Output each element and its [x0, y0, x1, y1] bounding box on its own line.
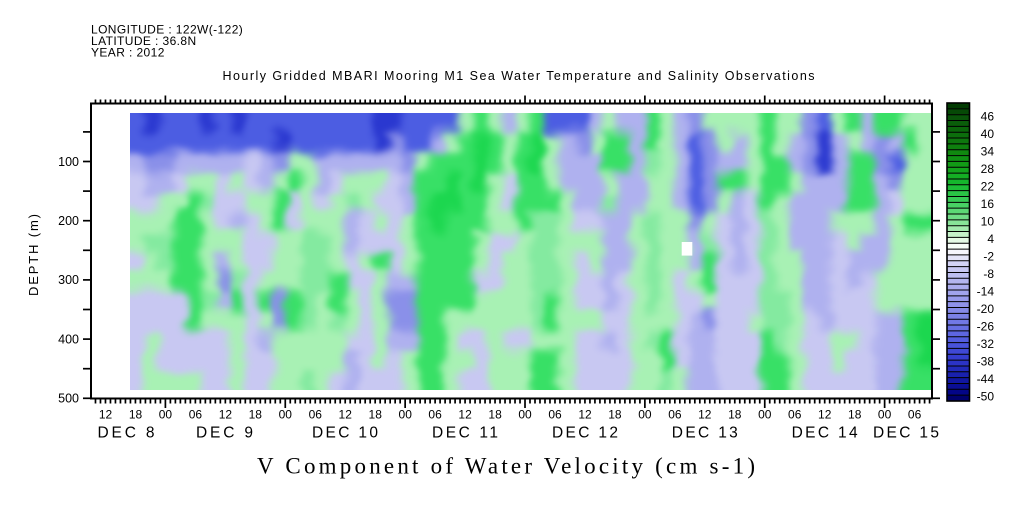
svg-text:4: 4: [987, 232, 994, 246]
svg-text:-44: -44: [977, 372, 995, 386]
svg-text:22: 22: [981, 180, 995, 194]
svg-text:00: 00: [758, 408, 772, 422]
svg-text:18: 18: [848, 408, 862, 422]
svg-text:18: 18: [249, 408, 263, 422]
svg-text:00: 00: [159, 408, 173, 422]
svg-text:16: 16: [981, 197, 995, 211]
svg-text:18: 18: [369, 408, 383, 422]
svg-text:00: 00: [638, 408, 652, 422]
svg-text:-20: -20: [977, 302, 995, 316]
svg-text:LATITUDE : 36.8N: LATITUDE : 36.8N: [91, 34, 197, 48]
svg-text:Hourly Gridded MBARI Mooring M: Hourly Gridded MBARI Mooring M1 Sea Wate…: [223, 69, 815, 83]
svg-text:00: 00: [399, 408, 413, 422]
svg-text:46: 46: [981, 109, 995, 123]
svg-text:400: 400: [58, 332, 79, 346]
svg-text:06: 06: [788, 408, 802, 422]
svg-text:DEC 15: DEC 15: [873, 425, 939, 442]
svg-text:-50: -50: [977, 390, 995, 404]
svg-text:06: 06: [309, 408, 323, 422]
svg-text:DEC 11: DEC 11: [432, 425, 498, 442]
svg-text:06: 06: [548, 408, 562, 422]
svg-text:06: 06: [428, 408, 442, 422]
svg-text:DEC 12: DEC 12: [552, 425, 618, 442]
svg-text:00: 00: [518, 408, 532, 422]
svg-text:10: 10: [981, 215, 995, 229]
svg-text:100: 100: [58, 155, 79, 169]
svg-text:500: 500: [58, 392, 79, 406]
svg-text:300: 300: [58, 273, 79, 287]
svg-text:34: 34: [981, 144, 995, 158]
svg-text:00: 00: [279, 408, 293, 422]
svg-text:12: 12: [99, 408, 113, 422]
svg-text:12: 12: [339, 408, 353, 422]
svg-text:18: 18: [488, 408, 502, 422]
svg-text:12: 12: [818, 408, 832, 422]
svg-text:DEC 8: DEC 8: [98, 425, 155, 442]
svg-text:V Component of Water Velocity: V Component of Water Velocity (cm s-1): [257, 454, 755, 479]
svg-text:DEC 9: DEC 9: [196, 425, 253, 442]
svg-text:LONGITUDE : 122W(-122): LONGITUDE : 122W(-122): [91, 23, 243, 37]
svg-text:DEC 13: DEC 13: [672, 425, 738, 442]
svg-text:200: 200: [58, 214, 79, 228]
svg-text:12: 12: [219, 408, 233, 422]
svg-text:06: 06: [189, 408, 203, 422]
svg-text:DEC 10: DEC 10: [312, 425, 378, 442]
svg-text:-14: -14: [977, 285, 995, 299]
svg-text:YEAR : 2012: YEAR : 2012: [91, 46, 165, 60]
svg-text:-32: -32: [977, 337, 995, 351]
svg-text:-2: -2: [983, 250, 994, 264]
svg-text:12: 12: [458, 408, 472, 422]
svg-text:00: 00: [878, 408, 892, 422]
svg-text:-38: -38: [977, 355, 995, 369]
svg-text:-8: -8: [983, 267, 994, 281]
svg-text:-26: -26: [977, 320, 995, 334]
svg-text:06: 06: [908, 408, 922, 422]
svg-text:12: 12: [698, 408, 712, 422]
svg-text:40: 40: [981, 127, 995, 141]
svg-text:06: 06: [668, 408, 682, 422]
svg-text:18: 18: [728, 408, 742, 422]
svg-text:12: 12: [578, 408, 592, 422]
svg-text:DEC 14: DEC 14: [792, 425, 858, 442]
svg-text:18: 18: [608, 408, 622, 422]
svg-text:28: 28: [981, 162, 995, 176]
svg-text:18: 18: [129, 408, 143, 422]
